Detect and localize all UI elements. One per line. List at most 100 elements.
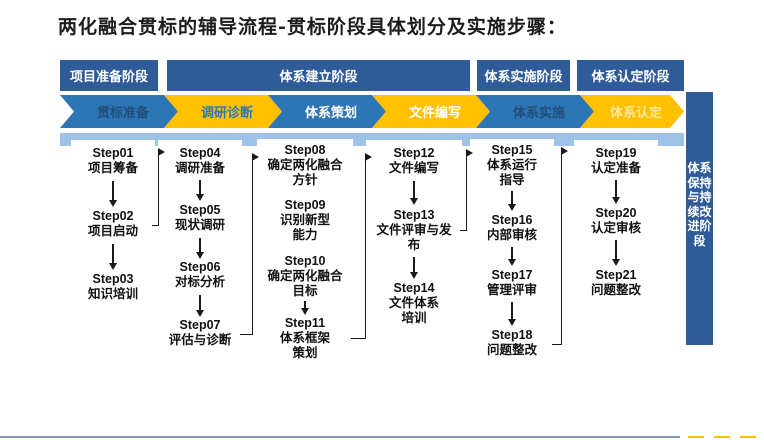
down-arrow (410, 181, 418, 205)
step-id: Step16 (491, 213, 533, 227)
down-arrow (508, 302, 516, 326)
step-id: Step06 (179, 260, 221, 274)
step-name: 项目筹备 (87, 161, 138, 175)
step-id: Step13 (393, 208, 435, 222)
step-name: 文件体系 培训 (388, 296, 439, 325)
down-arrow (109, 244, 117, 270)
sidebar-continuous-improvement-phase: 体系保持与持续改进阶段 (686, 92, 713, 345)
step-box-19: Step19 认定准备 (574, 140, 658, 176)
step-name: 内部审核 (486, 228, 537, 242)
step-name: 问题整改 (486, 343, 537, 357)
down-arrow (612, 240, 620, 266)
step-id: Step21 (595, 268, 637, 282)
step-name: 问题整改 (590, 283, 641, 297)
step-id: Step07 (179, 318, 221, 332)
step-name: 知识培训 (87, 287, 138, 301)
step-name: 调研准备 (174, 161, 225, 175)
down-arrow (196, 180, 204, 201)
connector-arrowhead (466, 149, 473, 157)
connector-step13-step15 (460, 153, 467, 231)
step-box-03: Step03 知识培训 (71, 272, 155, 302)
step-id: Step02 (92, 209, 134, 223)
step-name: 识别新型 能力 (279, 213, 330, 242)
step-box-12: Step12 文件编写 (366, 140, 462, 176)
step-box-20: Step20 认定审核 (574, 206, 658, 236)
step-id: Step04 (179, 146, 221, 160)
slide-bottom-rule-blue (0, 436, 680, 438)
step-box-08: Step08 确定两化融合 方针 (257, 139, 353, 188)
phase-header-system-impl: 体系实施阶段 (477, 60, 570, 91)
step-box-07: Step07 评估与诊断 (158, 318, 242, 348)
step-box-06: Step06 对标分析 (158, 260, 242, 290)
sidebar-label: 体系保持与持续改进阶段 (687, 161, 712, 248)
connector-step07-step08 (240, 157, 253, 335)
step-box-02: Step02 项目启动 (71, 209, 155, 239)
step-name: 确定两化融合 目标 (267, 269, 343, 298)
step-name: 管理评审 (486, 283, 537, 297)
step-id: Step14 (393, 281, 435, 295)
step-name: 体系框架 策划 (279, 331, 330, 360)
step-box-15: Step15 体系运行 指导 (470, 139, 554, 188)
step-box-04: Step04 调研准备 (158, 140, 242, 176)
phase-header-project-prep: 项目准备阶段 (60, 60, 158, 91)
step-box-01: Step01 项目筹备 (71, 140, 155, 176)
connector-arrowhead (252, 153, 259, 161)
down-arrow (196, 295, 204, 317)
chevron-tixi-rending: 体系认定 (580, 95, 684, 128)
step-id: Step19 (595, 146, 637, 160)
step-id: Step18 (491, 328, 533, 342)
chevron-diaoyan-zhenduan: 调研诊断 (164, 95, 282, 128)
chevron-tixi-cehua: 体系策划 (268, 95, 386, 128)
step-box-18: Step18 问题整改 (470, 328, 554, 358)
step-name: 认定准备 (590, 161, 641, 175)
step-name: 确定两化融合 方针 (267, 158, 343, 187)
step-name: 项目启动 (87, 224, 138, 238)
step-id: Step15 (491, 143, 533, 157)
step-id: Step10 (284, 254, 326, 268)
step-box-05: Step05 现状调研 (158, 203, 242, 233)
connector-step02-step04 (152, 152, 159, 226)
step-box-14: Step14 文件体系 培训 (366, 281, 462, 326)
step-id: Step03 (92, 272, 134, 286)
step-box-16: Step16 内部审核 (470, 213, 554, 243)
step-name: 评估与诊断 (168, 333, 232, 347)
connector-step11-step12 (351, 157, 366, 339)
connector-arrowhead (158, 148, 165, 156)
step-box-13: Step13 文件评审与发 布 (366, 208, 462, 253)
down-arrow (301, 301, 309, 315)
page-title: 两化融合贯标的辅导流程-贯标阶段具体划分及实施步骤： (58, 16, 567, 38)
step-box-11: Step11 体系框架 策划 (257, 316, 353, 361)
step-id: Step20 (595, 206, 637, 220)
connector-arrowhead (561, 147, 568, 155)
step-name: 文件评审与发 布 (376, 223, 452, 252)
step-box-17: Step17 管理评审 (470, 268, 554, 298)
step-box-10: Step10 确定两化融合 目标 (257, 254, 353, 299)
down-arrow (109, 181, 117, 207)
connector-arrowhead (365, 153, 372, 161)
step-id: Step11 (284, 316, 326, 330)
step-id: Step01 (92, 146, 134, 160)
step-id: Step05 (179, 203, 221, 217)
chevron-tixi-shishi: 体系实施 (476, 95, 594, 128)
down-arrow (612, 180, 620, 204)
down-arrow (508, 247, 516, 266)
slide-bottom-rule-gold (688, 436, 764, 438)
down-arrow (410, 257, 418, 279)
chevron-wenjian-bianxie: 文件编写 (372, 95, 490, 128)
phase-header-system-certify: 体系认定阶段 (577, 60, 684, 91)
step-name: 对标分析 (174, 275, 225, 289)
step-box-21: Step21 问题整改 (574, 268, 658, 298)
chevron-guanbiao-zhunbei: 贯标准备 (60, 95, 178, 128)
step-id: Step12 (393, 146, 435, 160)
step-id: Step09 (284, 198, 326, 212)
phase-header-system-build: 体系建立阶段 (167, 60, 470, 91)
step-id: Step08 (284, 143, 326, 157)
step-name: 文件编写 (388, 161, 439, 175)
step-box-09: Step09 识别新型 能力 (257, 198, 353, 243)
down-arrow (508, 191, 516, 211)
step-id: Step17 (491, 268, 533, 282)
down-arrow (196, 238, 204, 259)
connector-step18-step19 (552, 151, 562, 345)
step-name: 体系运行 指导 (486, 158, 537, 187)
